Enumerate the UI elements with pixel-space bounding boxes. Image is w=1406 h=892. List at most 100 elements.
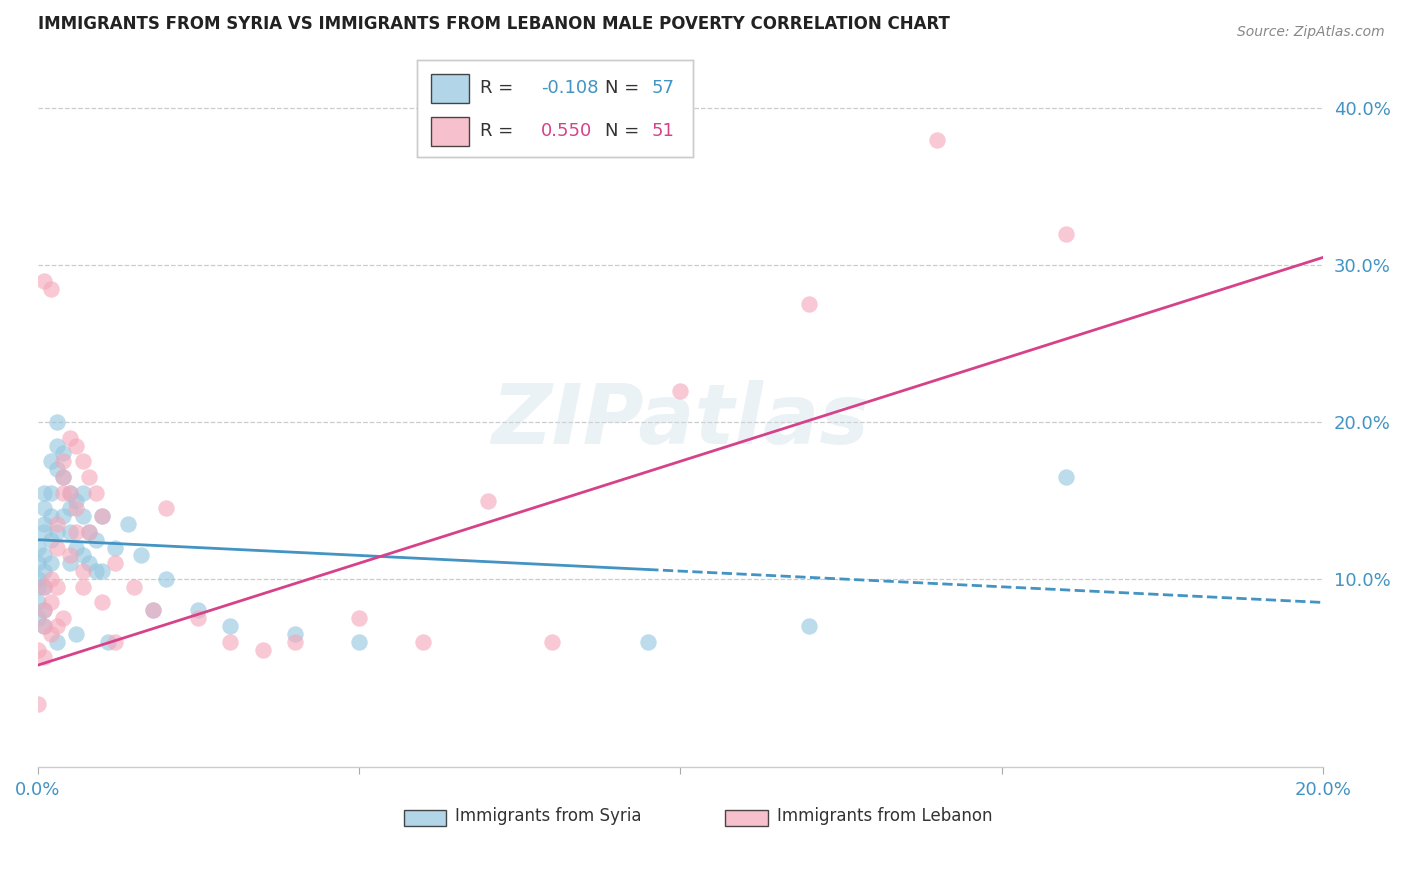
Point <box>129 549 152 563</box>
Point <box>72 509 94 524</box>
Point <box>27 572 49 586</box>
Point <box>284 627 307 641</box>
Point <box>412 634 434 648</box>
Point <box>39 509 62 524</box>
Point <box>72 485 94 500</box>
Text: Immigrants from Lebanon: Immigrants from Lebanon <box>776 807 993 825</box>
Point <box>97 634 120 648</box>
Point <box>77 524 100 539</box>
Point <box>52 485 75 500</box>
Point <box>65 493 87 508</box>
Point <box>46 619 69 633</box>
Point <box>91 564 114 578</box>
Point <box>284 634 307 648</box>
Point <box>32 516 55 531</box>
Point <box>39 485 62 500</box>
Point <box>72 454 94 468</box>
Point <box>219 619 242 633</box>
Point <box>52 454 75 468</box>
Point <box>39 533 62 547</box>
Point <box>27 698 49 712</box>
Point <box>84 564 107 578</box>
Point <box>32 580 55 594</box>
Point <box>39 572 62 586</box>
Point <box>27 595 49 609</box>
Point <box>65 541 87 555</box>
Point <box>347 634 370 648</box>
Point <box>477 493 499 508</box>
Point <box>32 603 55 617</box>
Point <box>117 516 139 531</box>
Point <box>32 619 55 633</box>
Point <box>32 619 55 633</box>
Point <box>46 580 69 594</box>
Point <box>27 556 49 570</box>
Point <box>104 556 127 570</box>
Point <box>46 516 69 531</box>
Point <box>540 634 562 648</box>
Point <box>39 282 62 296</box>
Point <box>46 415 69 429</box>
Point <box>46 439 69 453</box>
Point <box>77 556 100 570</box>
Point <box>104 541 127 555</box>
Text: Immigrants from Syria: Immigrants from Syria <box>456 807 643 825</box>
Point <box>27 541 49 555</box>
Point <box>122 580 145 594</box>
Point <box>39 595 62 609</box>
Point <box>59 501 82 516</box>
Point <box>32 549 55 563</box>
Point <box>46 541 69 555</box>
Point <box>797 619 820 633</box>
Point <box>59 431 82 445</box>
Point <box>46 524 69 539</box>
Point <box>52 611 75 625</box>
Point <box>27 580 49 594</box>
Point <box>52 470 75 484</box>
Point <box>347 611 370 625</box>
Point <box>142 603 165 617</box>
Point <box>72 564 94 578</box>
Point <box>59 524 82 539</box>
Text: ZIPatlas: ZIPatlas <box>492 380 869 461</box>
Point <box>84 485 107 500</box>
Text: Source: ZipAtlas.com: Source: ZipAtlas.com <box>1237 25 1385 39</box>
FancyBboxPatch shape <box>725 811 768 826</box>
Point <box>52 509 75 524</box>
Point <box>187 603 209 617</box>
Point <box>72 580 94 594</box>
Point <box>91 595 114 609</box>
Point <box>77 470 100 484</box>
Point <box>59 549 82 563</box>
FancyBboxPatch shape <box>404 811 447 826</box>
Point <box>797 297 820 311</box>
Point <box>65 439 87 453</box>
Point <box>155 572 177 586</box>
Point <box>77 524 100 539</box>
Point <box>669 384 692 398</box>
Point <box>32 603 55 617</box>
Point <box>52 446 75 460</box>
Point <box>32 524 55 539</box>
Point <box>252 642 274 657</box>
Point <box>637 634 659 648</box>
Point <box>187 611 209 625</box>
Point <box>32 485 55 500</box>
Text: IMMIGRANTS FROM SYRIA VS IMMIGRANTS FROM LEBANON MALE POVERTY CORRELATION CHART: IMMIGRANTS FROM SYRIA VS IMMIGRANTS FROM… <box>38 15 949 33</box>
Point <box>104 634 127 648</box>
Point <box>46 462 69 476</box>
Point <box>1054 470 1077 484</box>
Point <box>155 501 177 516</box>
Point <box>46 634 69 648</box>
Point <box>52 470 75 484</box>
Point <box>91 509 114 524</box>
Point <box>27 642 49 657</box>
Point <box>32 501 55 516</box>
Point <box>927 133 949 147</box>
Point <box>39 627 62 641</box>
Point <box>27 611 49 625</box>
Point <box>91 509 114 524</box>
Point <box>32 650 55 665</box>
Point <box>32 580 55 594</box>
Point <box>142 603 165 617</box>
